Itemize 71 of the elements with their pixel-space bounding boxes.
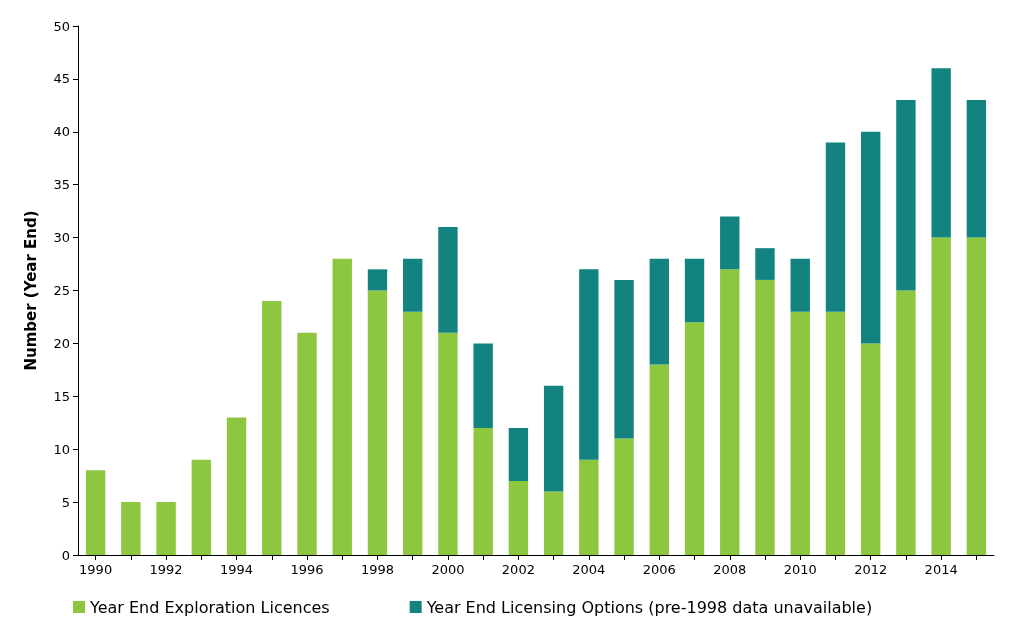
- y-tick-label: 50: [53, 18, 70, 34]
- bar: [931, 68, 951, 238]
- x-tick-label: 2006: [642, 562, 676, 577]
- bar: [790, 258, 810, 312]
- bar: [121, 502, 141, 555]
- bar: [720, 269, 740, 555]
- x-tick-label: 1998: [360, 562, 395, 577]
- bar: [262, 301, 282, 555]
- y-tick-label: 20: [53, 335, 70, 351]
- bar: [367, 290, 388, 555]
- bar: [896, 290, 916, 555]
- bar: [543, 491, 564, 555]
- x-tick-label: 1996: [290, 562, 324, 577]
- x-tick-label: 2008: [713, 562, 747, 577]
- x-tick-label: 2010: [783, 562, 817, 577]
- bar: [367, 269, 388, 291]
- y-tick-label: 35: [53, 177, 70, 193]
- bar: [85, 470, 106, 555]
- bar: [226, 417, 247, 555]
- legend-label: Year End Exploration Licences: [89, 597, 330, 617]
- bar: [438, 332, 458, 555]
- x-tick-label: 1992: [149, 562, 183, 577]
- bar: [579, 269, 599, 460]
- y-tick-label: 25: [53, 283, 70, 298]
- bar: [156, 502, 176, 555]
- bar: [790, 311, 810, 555]
- bar: [684, 258, 705, 323]
- bar: [508, 480, 529, 555]
- x-tick-label: 2002: [501, 562, 535, 577]
- bar: [403, 258, 423, 312]
- x-tick-label: 1990: [79, 562, 113, 577]
- bar: [297, 332, 317, 555]
- bar: [966, 100, 987, 238]
- bar: [614, 438, 634, 555]
- bar: [438, 227, 458, 333]
- bar: [473, 428, 493, 555]
- bar: [473, 343, 493, 429]
- bar: [684, 322, 705, 555]
- y-tick-label: 15: [53, 388, 70, 404]
- bar: [649, 258, 669, 365]
- y-tick-label: 45: [53, 71, 70, 87]
- bar: [191, 459, 211, 555]
- bar: [931, 237, 951, 555]
- bar: [755, 248, 775, 280]
- bar: [861, 131, 881, 344]
- bar: [508, 428, 529, 481]
- x-tick-label: 2004: [572, 562, 606, 577]
- bar: [614, 279, 634, 439]
- bar: [755, 279, 775, 555]
- bar: [966, 237, 987, 555]
- bar: [825, 311, 846, 555]
- y-tick-label: 40: [53, 124, 70, 140]
- y-axis-title: Number (Year End): [21, 210, 40, 371]
- y-tick-label: 0: [61, 547, 70, 563]
- bar: [543, 385, 564, 492]
- x-tick-label: 1994: [219, 562, 254, 577]
- bar: [720, 216, 740, 270]
- x-tick-label: 2012: [854, 562, 888, 577]
- bar: [825, 142, 846, 312]
- bar: [403, 311, 423, 555]
- y-tick-label: 10: [53, 441, 70, 457]
- x-tick-label: 2014: [924, 562, 958, 577]
- y-tick-label: 5: [61, 494, 70, 510]
- bar: [649, 364, 669, 555]
- y-tick-label: 30: [53, 230, 70, 246]
- x-tick-label: 2000: [431, 562, 465, 577]
- bar: [896, 100, 916, 291]
- legend-label: Year End Licensing Options (pre-1998 data unavailable): [425, 597, 873, 617]
- bar: [332, 258, 352, 555]
- bar: [579, 459, 599, 555]
- bar: [861, 343, 881, 555]
